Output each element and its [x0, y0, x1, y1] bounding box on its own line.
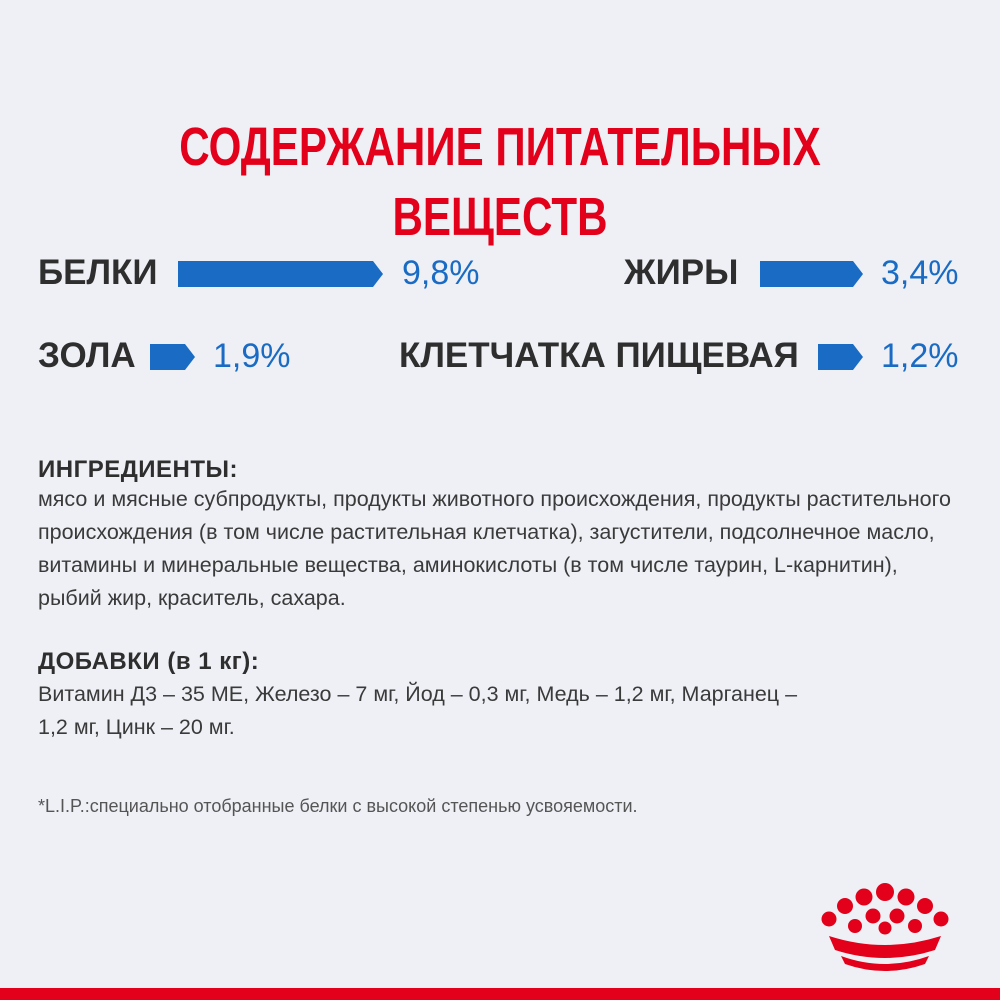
additives-text: Витамин Д3 – 35 МЕ, Железо – 7 мг, Йод –…	[38, 682, 798, 739]
ingredients-text: мясо и мясные субпродукты, продукты живо…	[38, 487, 951, 610]
nutrient-value-fat: 3,4%	[881, 254, 959, 292]
bottom-stripe	[0, 988, 1000, 1000]
nutrient-bar-fiber	[818, 344, 863, 370]
additives-heading: ДОБАВКИ (в 1 кг):	[38, 648, 260, 675]
nutrient-bar-fat	[760, 261, 863, 287]
ingredients-heading: ИНГРЕДИЕНТЫ:	[38, 456, 239, 483]
page-title: СОДЕРЖАНИЕ ПИТАТЕЛЬНЫХ ВЕЩЕСТВ	[179, 117, 821, 247]
nutrient-label-protein: БЕЛКИ	[38, 253, 158, 292]
nutrient-label-fiber: КЛЕТЧАТКА ПИЩЕВАЯ	[399, 336, 799, 375]
nutrient-bar-ash	[150, 344, 195, 370]
footnote: *L.I.P.:специально отобранные белки с вы…	[38, 796, 638, 816]
nutrient-value-protein: 9,8%	[402, 254, 480, 292]
crown-logo-icon	[815, 880, 955, 975]
nutrient-label-ash: ЗОЛА	[38, 336, 136, 375]
nutrient-label-fat: ЖИРЫ	[624, 253, 739, 292]
nutrient-value-ash: 1,9%	[213, 337, 291, 375]
nutrient-value-fiber: 1,2%	[881, 337, 959, 375]
nutrient-bar-protein	[178, 261, 383, 287]
